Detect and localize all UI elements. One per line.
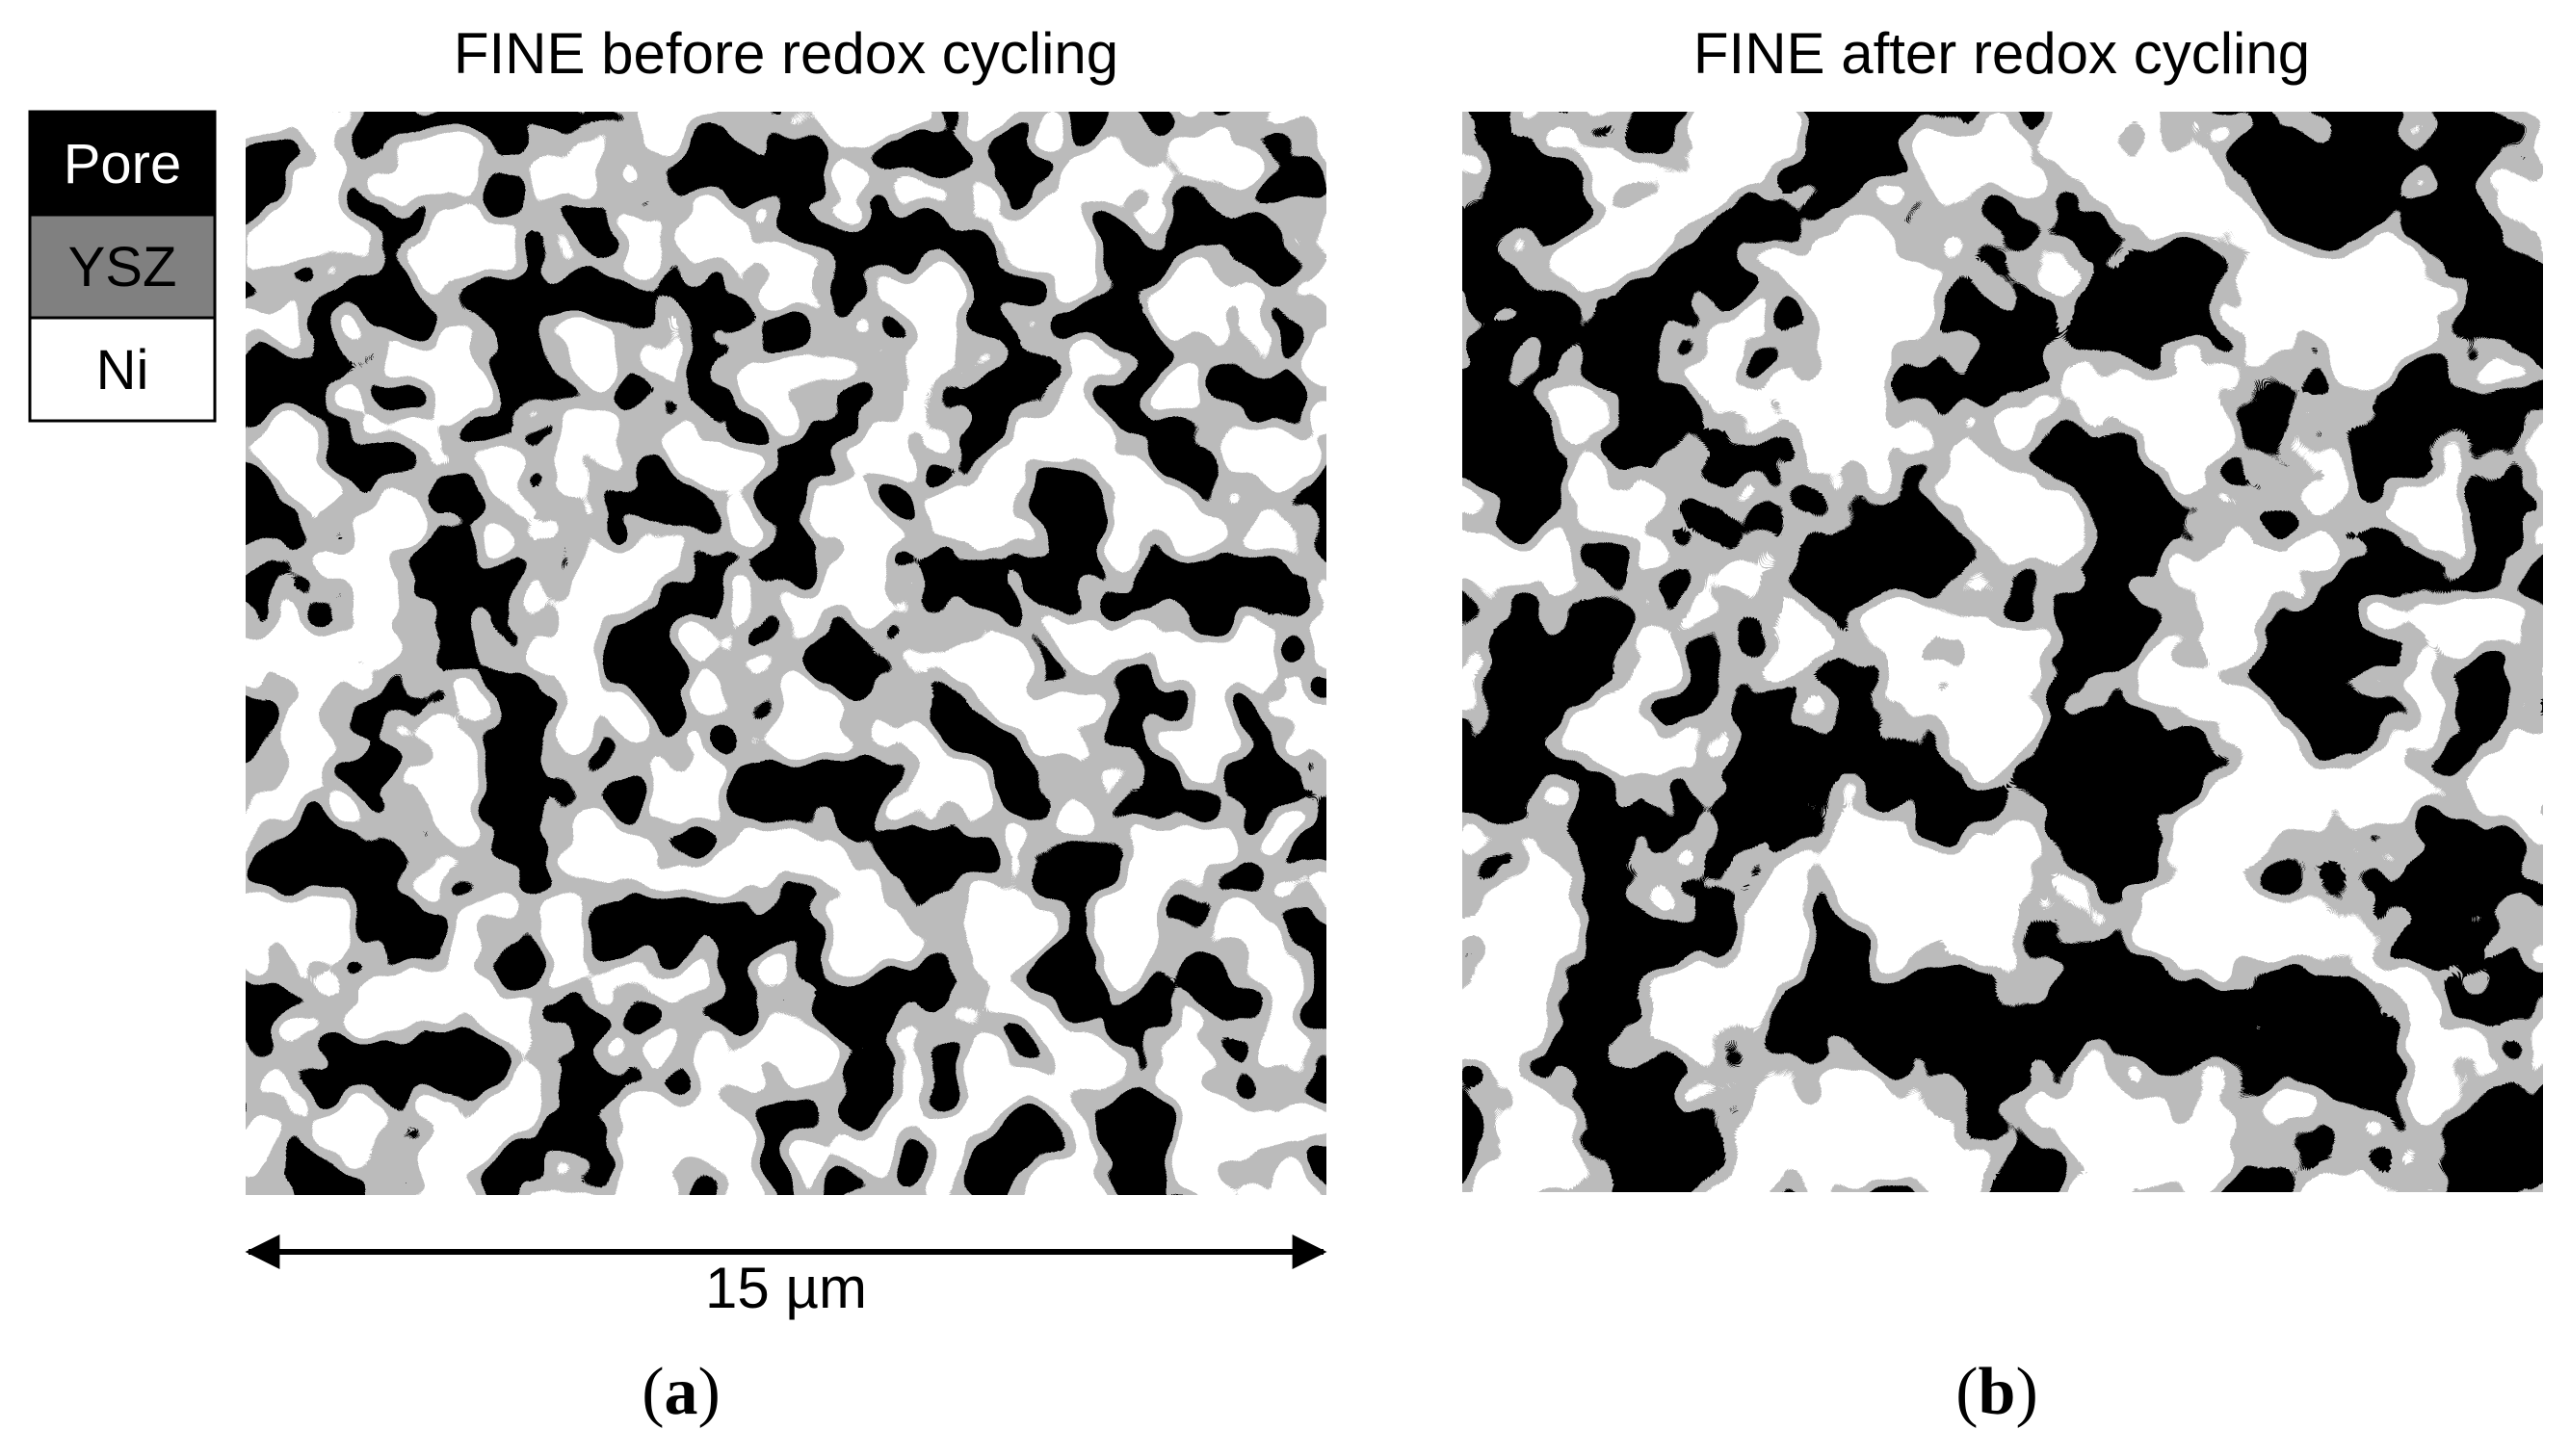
panel-label: (a) [642,1355,721,1429]
legend-label: YSZ [68,236,177,299]
panel-title: FINE before redox cycling [454,21,1118,86]
legend-swatch [28,110,217,217]
legend-label: Pore [64,133,182,195]
legend-swatch [28,213,217,320]
panel-title: FINE after redox cycling [1693,21,2310,86]
microstructure-image [1462,112,2543,1192]
legend: Pore YSZ Ni [28,110,217,423]
legend-label: Ni [96,339,149,402]
panel-label: (b) [1955,1355,2038,1429]
microstructure-image [246,112,1326,1195]
legend-swatch [28,316,217,423]
scale-label: 15 µm [705,1256,867,1320]
